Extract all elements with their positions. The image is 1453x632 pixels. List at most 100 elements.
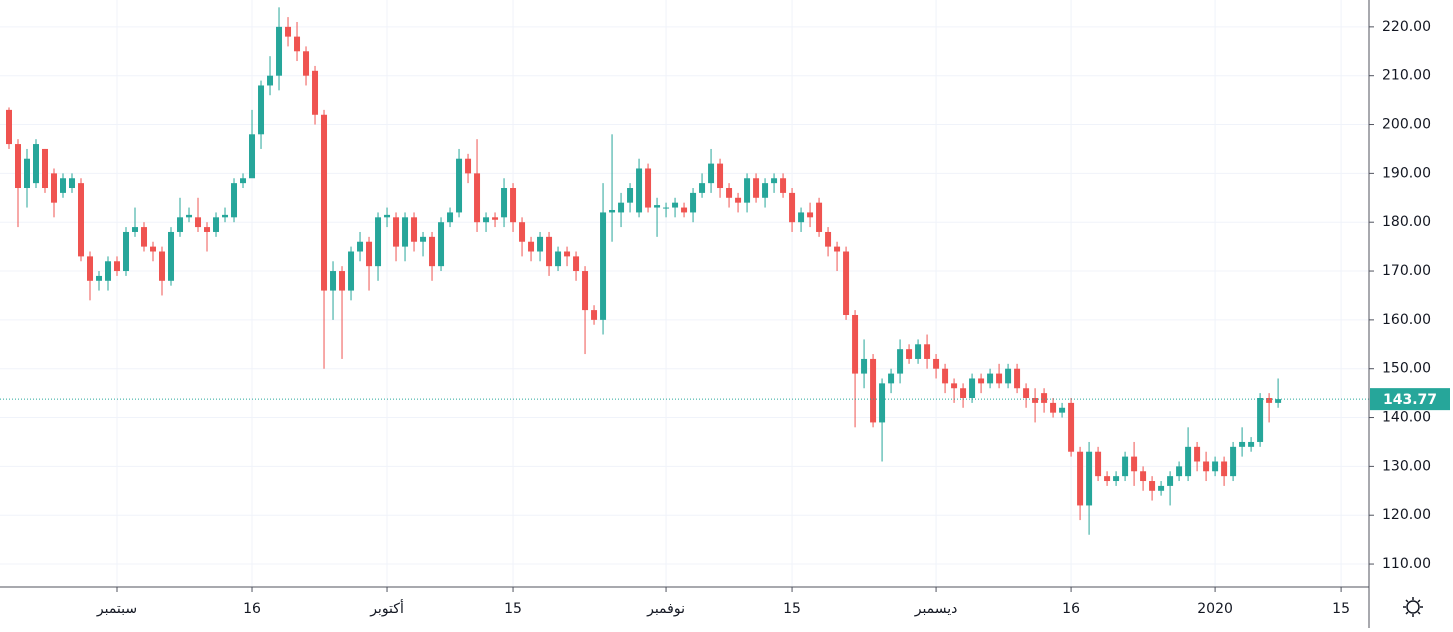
candle-body: [294, 36, 301, 52]
candle-body: [474, 173, 481, 223]
grid: [0, 0, 1369, 587]
candle-body: [834, 246, 841, 252]
settings-icon-spokes: [1403, 597, 1423, 617]
candle-body: [1194, 446, 1201, 462]
candle-body: [1059, 407, 1066, 413]
candle-body: [816, 202, 823, 232]
y-tick-label: 170.00: [1382, 263, 1431, 279]
candle-body: [375, 217, 382, 267]
y-tick-label: 200.00: [1382, 117, 1431, 133]
candle-body: [348, 251, 355, 291]
candle-body: [1167, 476, 1174, 486]
candle-body: [1005, 368, 1012, 384]
candle-body: [591, 310, 598, 320]
candle-body: [1077, 451, 1084, 506]
candle-body: [1203, 461, 1210, 472]
candle-body: [150, 246, 157, 252]
candle-body: [312, 70, 319, 115]
candle-body: [537, 236, 544, 252]
y-tick-label: 190.00: [1382, 165, 1431, 181]
candles: [0, 7, 1369, 535]
candle-body: [483, 217, 490, 223]
x-tick-label: 15: [783, 601, 801, 617]
candle-body: [204, 227, 211, 232]
candle-body: [87, 256, 94, 281]
x-tick-label: 15: [504, 601, 522, 617]
candle-body: [438, 222, 445, 267]
candle-body: [1185, 446, 1192, 477]
candle-body: [807, 212, 814, 218]
candle-body: [996, 373, 1003, 384]
candle-body: [942, 368, 949, 384]
candle-body: [762, 183, 769, 198]
y-tick-label: 110.00: [1382, 556, 1431, 572]
candle-body: [1158, 485, 1165, 491]
x-tick-label: سبتمبر: [96, 601, 137, 617]
candle-body: [690, 192, 697, 213]
candle-body: [627, 188, 634, 203]
candle-body: [393, 217, 400, 247]
candle-body: [501, 188, 508, 218]
candle-body: [645, 168, 652, 208]
candle-body: [654, 205, 661, 208]
candle-body: [1230, 446, 1237, 477]
candle-body: [672, 202, 679, 208]
candle-body: [258, 85, 265, 135]
candle-body: [186, 214, 193, 218]
candle-body: [879, 383, 886, 423]
candle-body: [609, 209, 616, 213]
candle-body: [240, 178, 247, 184]
candle-body: [519, 222, 526, 242]
candle-body: [420, 236, 427, 242]
candle-body: [861, 358, 868, 374]
last-price-badge: [1370, 388, 1450, 411]
candle-body: [969, 378, 976, 399]
candle-body: [924, 344, 931, 359]
candle-body: [105, 261, 112, 281]
candle-body: [366, 241, 373, 267]
candle-body: [411, 217, 418, 242]
candle-body: [78, 183, 85, 257]
candle-body: [933, 358, 940, 369]
candle-body: [177, 217, 184, 232]
candle-body: [132, 227, 139, 232]
candle-body: [888, 373, 895, 384]
candle-body: [1050, 402, 1057, 413]
candle-body: [42, 148, 49, 189]
x-tick-label: 2020: [1197, 601, 1233, 617]
candle-body: [213, 217, 220, 232]
candle-body: [357, 241, 364, 252]
candle-body: [510, 188, 517, 223]
candle-body: [1275, 399, 1282, 403]
candle-body: [330, 271, 337, 291]
candle-body: [852, 314, 859, 374]
candle-body: [168, 231, 175, 281]
candle-body: [825, 231, 832, 247]
candle-body: [303, 51, 310, 76]
x-tick-label: نوفمبر: [646, 601, 685, 617]
candle-body: [1248, 441, 1255, 447]
candle-body: [573, 256, 580, 272]
y-tick-label: 180.00: [1382, 214, 1431, 230]
y-tick-label: 160.00: [1382, 312, 1431, 328]
x-tick-label: 15: [1332, 601, 1350, 617]
candle-body: [753, 178, 760, 198]
candle-body: [555, 251, 562, 267]
candle-body: [249, 134, 256, 179]
candle-body: [465, 158, 472, 174]
candle-body: [1122, 456, 1129, 477]
y-tick-label: 140.00: [1382, 410, 1431, 426]
candle-body: [843, 251, 850, 315]
candle-body: [1086, 451, 1093, 506]
candle-body: [1239, 441, 1246, 447]
candle-body: [276, 26, 283, 76]
x-tick-label: ديسمبر: [914, 601, 958, 617]
candle-body: [429, 236, 436, 267]
candle-body: [726, 188, 733, 198]
candle-body: [870, 358, 877, 423]
settings-icon[interactable]: [1403, 597, 1423, 617]
candle-body: [960, 388, 967, 399]
candle-body: [492, 217, 499, 220]
